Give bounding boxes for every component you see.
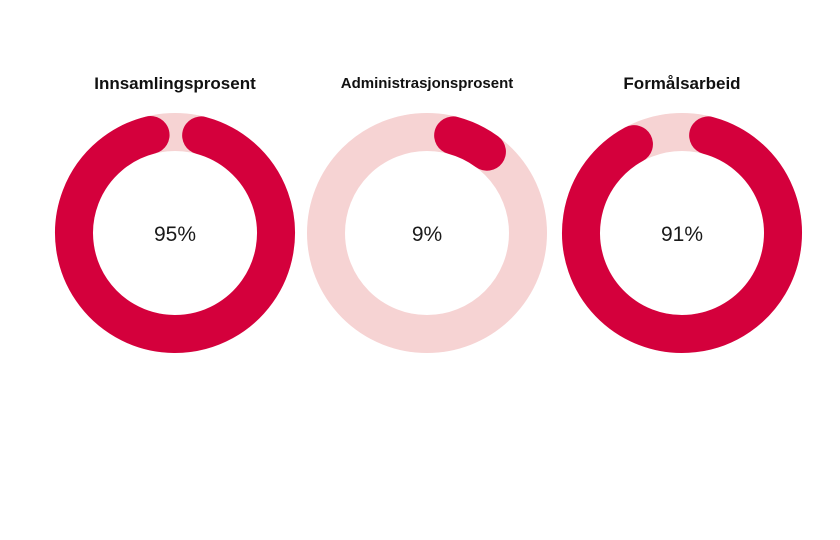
donut-chart: 91% bbox=[562, 113, 802, 353]
gauge-innsamlingsprosent: Innsamlingsprosent 95% bbox=[45, 70, 305, 360]
gauge-title: Innsamlingsprosent bbox=[94, 74, 256, 93]
gauge-value-label: 95% bbox=[154, 223, 196, 246]
gauge-administrasjonsprosent: Administrasjonsprosent 9% bbox=[297, 70, 557, 360]
donut-fill-arc bbox=[434, 116, 506, 171]
gauge-formalsarbeid: Formålsarbeid 91% bbox=[552, 70, 812, 360]
donut-chart: 9% bbox=[307, 113, 547, 353]
gauge-title: Formålsarbeid bbox=[623, 74, 741, 93]
donut-fill-arc bbox=[562, 116, 802, 353]
donut-fill-arc bbox=[55, 116, 295, 353]
gauge-value-label: 91% bbox=[661, 223, 703, 246]
gauge-title: Administrasjonsprosent bbox=[340, 75, 514, 92]
donut-track bbox=[307, 113, 547, 353]
gauge-value-label: 9% bbox=[412, 223, 442, 246]
donut-chart: 95% bbox=[55, 113, 295, 353]
